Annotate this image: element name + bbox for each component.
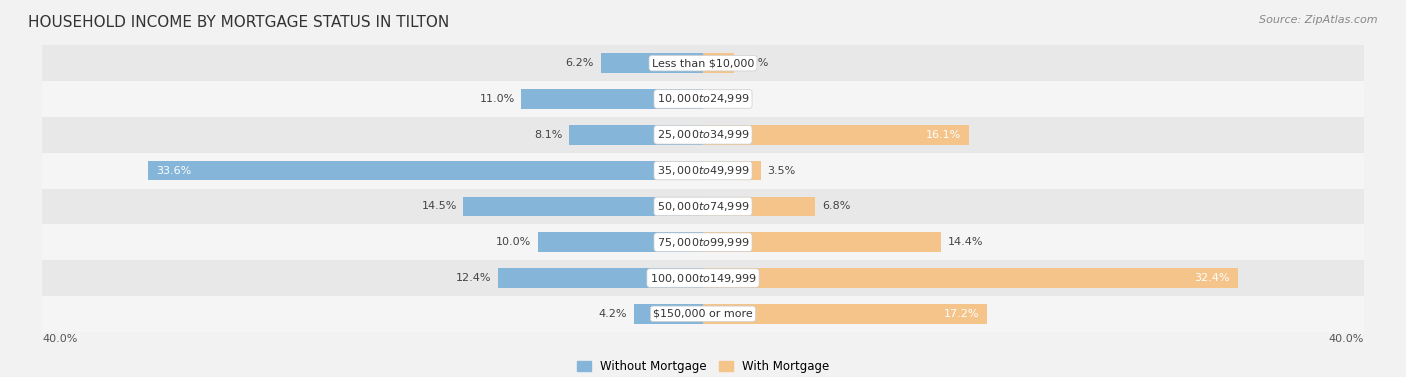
Text: 33.6%: 33.6%: [156, 166, 191, 176]
Bar: [634, 304, 703, 324]
Text: 14.5%: 14.5%: [422, 201, 457, 211]
Text: $150,000 or more: $150,000 or more: [654, 309, 752, 319]
Text: 11.0%: 11.0%: [479, 94, 515, 104]
Text: 4.2%: 4.2%: [599, 309, 627, 319]
Bar: [537, 232, 703, 252]
Bar: [600, 53, 703, 73]
Bar: [522, 89, 703, 109]
Bar: [703, 53, 734, 73]
Text: Source: ZipAtlas.com: Source: ZipAtlas.com: [1260, 15, 1378, 25]
Text: HOUSEHOLD INCOME BY MORTGAGE STATUS IN TILTON: HOUSEHOLD INCOME BY MORTGAGE STATUS IN T…: [28, 15, 450, 30]
Text: 10.0%: 10.0%: [496, 237, 531, 247]
Text: 32.4%: 32.4%: [1195, 273, 1230, 283]
Bar: [703, 232, 941, 252]
Bar: [498, 268, 703, 288]
FancyBboxPatch shape: [42, 260, 1364, 296]
FancyBboxPatch shape: [42, 81, 1364, 117]
FancyBboxPatch shape: [42, 153, 1364, 188]
Text: 16.1%: 16.1%: [925, 130, 960, 140]
Text: 17.2%: 17.2%: [943, 309, 979, 319]
Text: $50,000 to $74,999: $50,000 to $74,999: [657, 200, 749, 213]
Text: 40.0%: 40.0%: [1329, 334, 1364, 343]
Bar: [148, 161, 703, 181]
FancyBboxPatch shape: [42, 224, 1364, 260]
Bar: [569, 125, 703, 145]
Bar: [703, 304, 987, 324]
Text: 8.1%: 8.1%: [534, 130, 562, 140]
FancyBboxPatch shape: [42, 188, 1364, 224]
Text: Less than $10,000: Less than $10,000: [652, 58, 754, 68]
Text: $10,000 to $24,999: $10,000 to $24,999: [657, 92, 749, 106]
Text: 12.4%: 12.4%: [456, 273, 492, 283]
Text: 6.8%: 6.8%: [823, 201, 851, 211]
Bar: [464, 196, 703, 216]
Text: $100,000 to $149,999: $100,000 to $149,999: [650, 271, 756, 285]
FancyBboxPatch shape: [42, 45, 1364, 81]
Text: 6.2%: 6.2%: [565, 58, 593, 68]
Text: 1.9%: 1.9%: [741, 58, 769, 68]
Bar: [703, 125, 969, 145]
Text: $35,000 to $49,999: $35,000 to $49,999: [657, 164, 749, 177]
Text: $75,000 to $99,999: $75,000 to $99,999: [657, 236, 749, 249]
Text: 14.4%: 14.4%: [948, 237, 983, 247]
Text: 3.5%: 3.5%: [768, 166, 796, 176]
Text: 40.0%: 40.0%: [42, 334, 77, 343]
FancyBboxPatch shape: [42, 296, 1364, 332]
Bar: [703, 161, 761, 181]
Text: 0.0%: 0.0%: [710, 94, 738, 104]
Bar: [703, 268, 1239, 288]
Legend: Without Mortgage, With Mortgage: Without Mortgage, With Mortgage: [572, 355, 834, 377]
FancyBboxPatch shape: [42, 117, 1364, 153]
Bar: [703, 196, 815, 216]
Text: $25,000 to $34,999: $25,000 to $34,999: [657, 128, 749, 141]
